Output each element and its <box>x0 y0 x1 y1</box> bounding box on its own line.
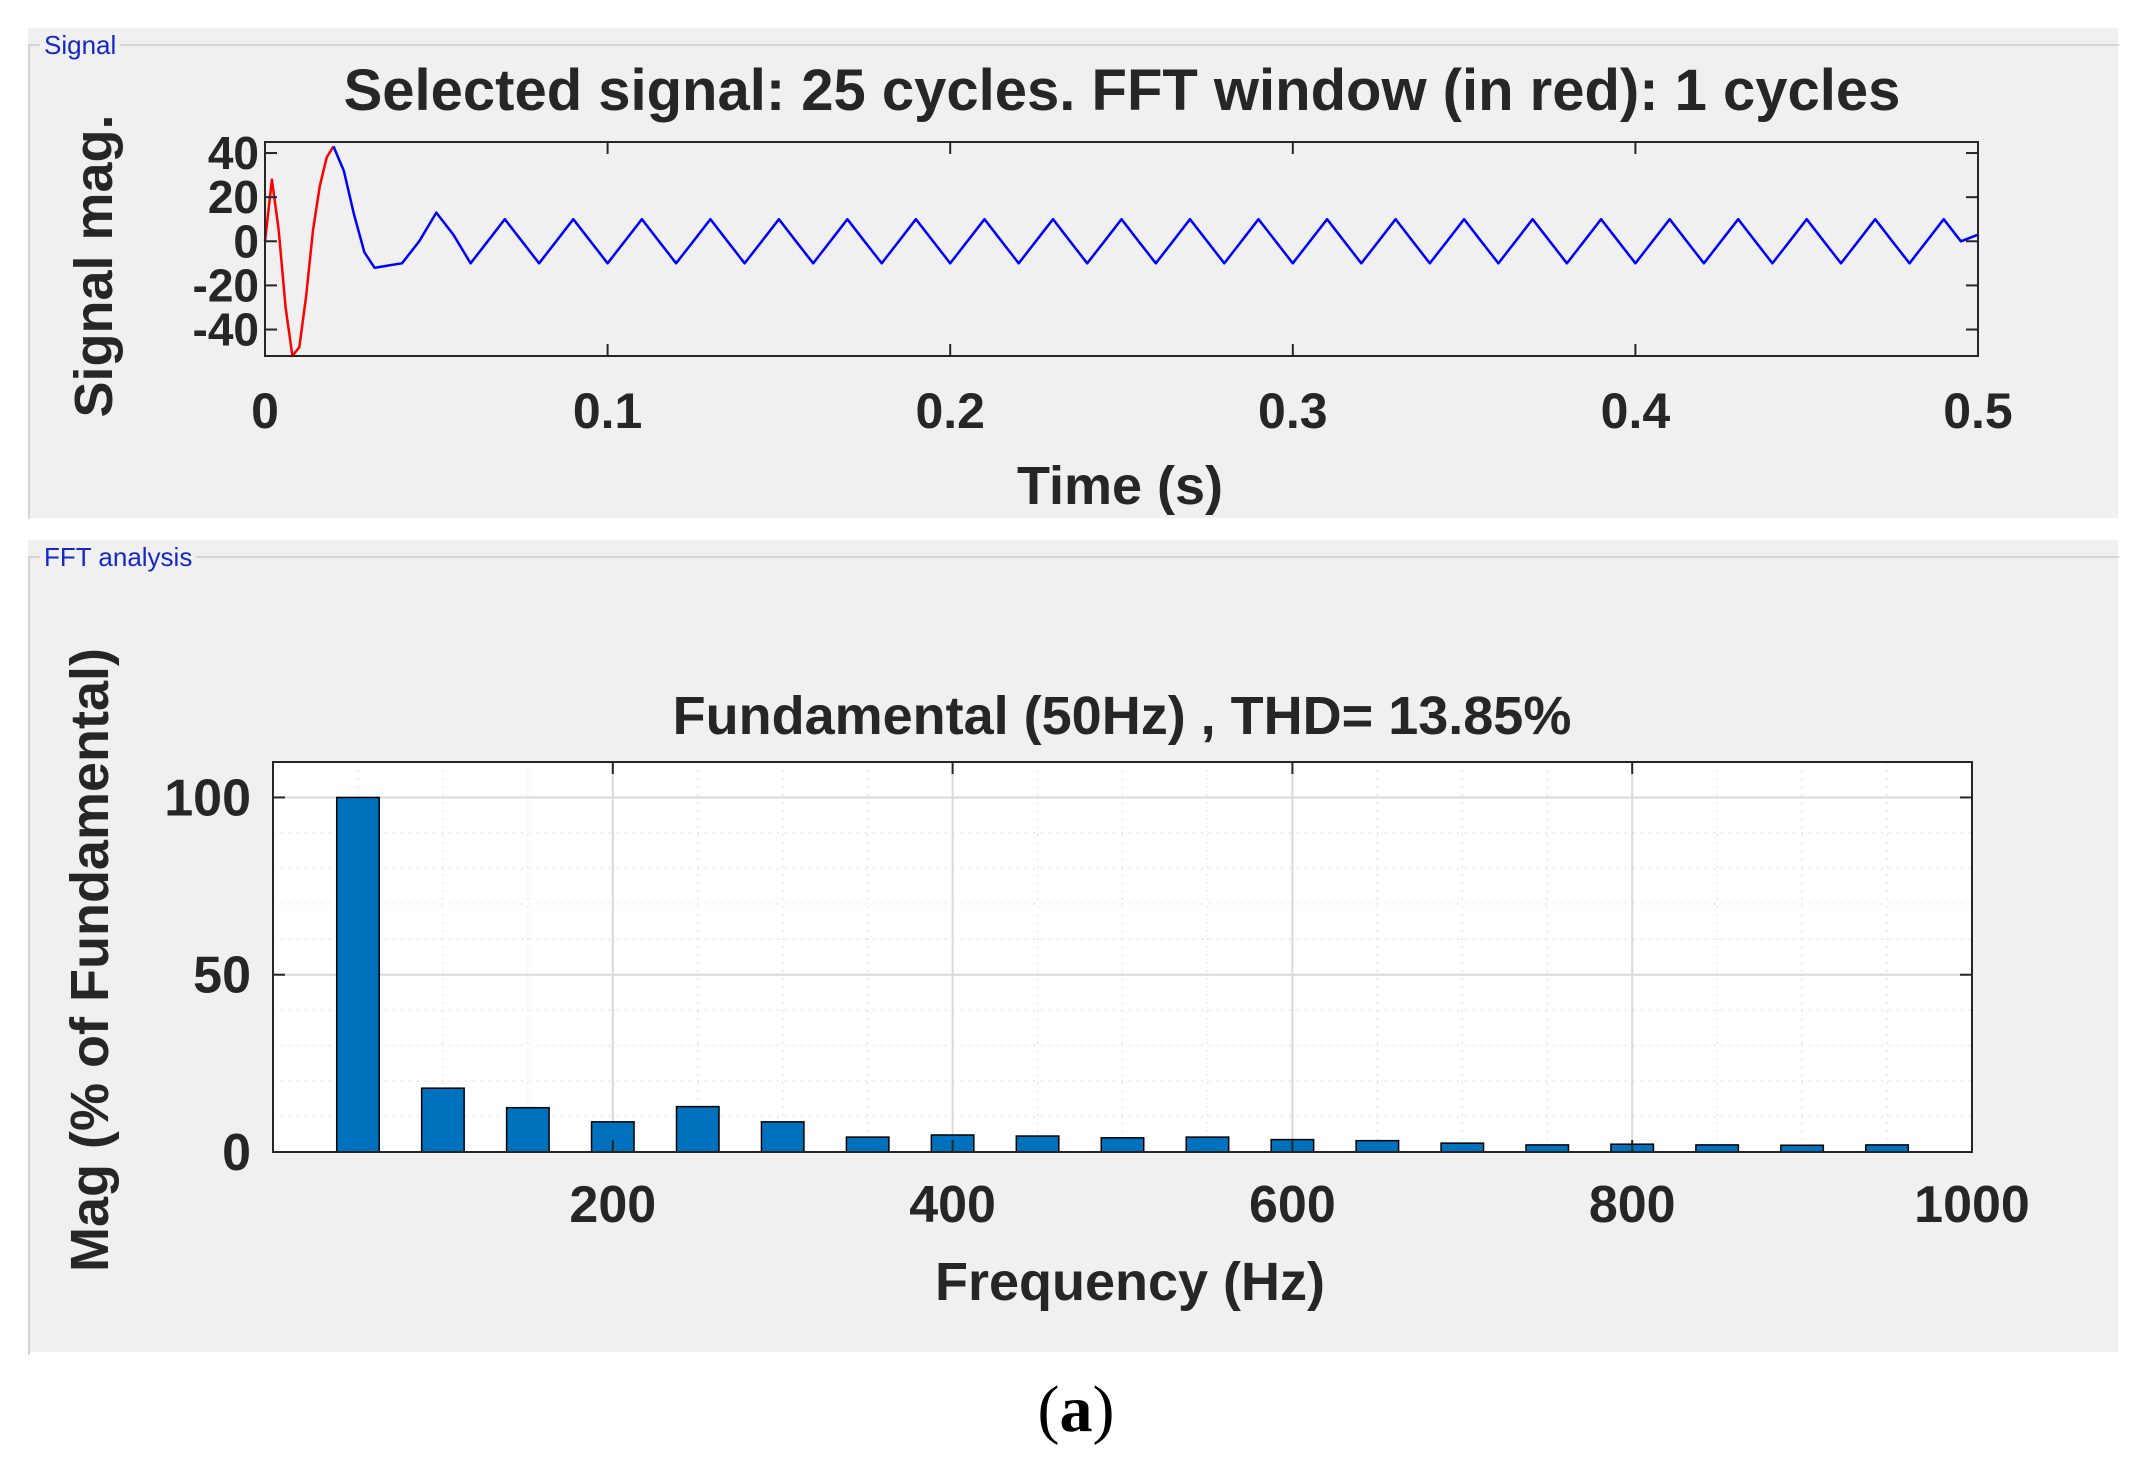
fft-y-tick-label: 100 <box>164 769 251 827</box>
signal-chart-title: Selected signal: 25 cycles. FFT window (… <box>344 58 1901 123</box>
fft-y-axis-label: Mag (% of Fundamental) <box>60 648 120 1272</box>
signal-y-tick-label: -40 <box>193 304 259 356</box>
fft-bar <box>845 1136 890 1153</box>
caption-close-paren: ) <box>1092 1373 1115 1446</box>
fft-x-tick-label: 1000 <box>1914 1176 2030 1234</box>
signal-group-frame <box>28 44 2120 520</box>
signal-x-axis-label: Time (s) <box>1017 456 1223 516</box>
fft-group-label: FFT analysis <box>40 542 197 572</box>
fft-bar <box>1865 1144 1910 1153</box>
fft-axes-frame <box>272 761 1973 1153</box>
signal-x-tick-label: 0.3 <box>1258 383 1328 439</box>
fft-ticks: 200 400 600 800 1000 100 50 0 <box>164 762 2030 1234</box>
fft-grid <box>273 762 1972 1152</box>
signal-x-tick-label: 0.2 <box>915 383 985 439</box>
figure-caption: (a) <box>0 1372 2152 1448</box>
fft-bar <box>1695 1144 1740 1153</box>
fft-bar <box>1015 1135 1060 1153</box>
signal-x-tick-label: 0.1 <box>573 383 643 439</box>
fft-bar <box>1440 1142 1485 1153</box>
fft-bar <box>420 1087 465 1153</box>
signal-y-axis-label: Signal mag. <box>64 114 124 417</box>
fft-bar <box>505 1106 550 1153</box>
fft-bar <box>1525 1144 1570 1153</box>
signal-y-tick-label: -20 <box>193 259 259 311</box>
fft-bar <box>1355 1139 1400 1153</box>
fft-x-tick-label: 800 <box>1589 1176 1676 1234</box>
fft-bar <box>675 1105 720 1153</box>
signal-x-tick-label: 0 <box>251 383 279 439</box>
fft-bars <box>335 796 1910 1153</box>
caption-letter: a <box>1059 1373 1093 1446</box>
signal-series-red <box>263 145 335 358</box>
signal-panel <box>28 28 2118 518</box>
signal-axes-frame <box>264 141 1979 357</box>
fft-bar <box>1100 1137 1145 1153</box>
fft-bar <box>335 796 380 1153</box>
fft-x-tick-label: 400 <box>909 1176 996 1234</box>
signal-x-tick-label: 0.4 <box>1601 383 1671 439</box>
fft-bar <box>1185 1136 1230 1153</box>
signal-series-blue <box>332 145 1979 270</box>
fft-axes-background <box>273 762 1972 1152</box>
signal-group-label: Signal <box>40 30 121 60</box>
caption-open-paren: ( <box>1037 1373 1060 1446</box>
signal-x-tick-label: 0.5 <box>1943 383 2013 439</box>
fft-x-tick-label: 200 <box>569 1176 656 1234</box>
fft-x-tick-label: 600 <box>1249 1176 1336 1234</box>
signal-y-tick-label: 40 <box>208 127 259 179</box>
fft-x-axis-label: Frequency (Hz) <box>935 1252 1325 1312</box>
signal-y-tick-label: 0 <box>233 215 259 267</box>
fft-group-frame <box>28 556 2120 1356</box>
fft-bar <box>1780 1144 1825 1153</box>
signal-lines <box>263 145 1979 358</box>
fft-y-tick-label: 0 <box>222 1124 251 1182</box>
signal-y-tick-label: 20 <box>208 171 259 223</box>
fft-bar <box>760 1121 805 1153</box>
fft-chart-title: Fundamental (50Hz) , THD= 13.85% <box>673 686 1572 746</box>
fft-y-tick-label: 50 <box>193 947 251 1005</box>
